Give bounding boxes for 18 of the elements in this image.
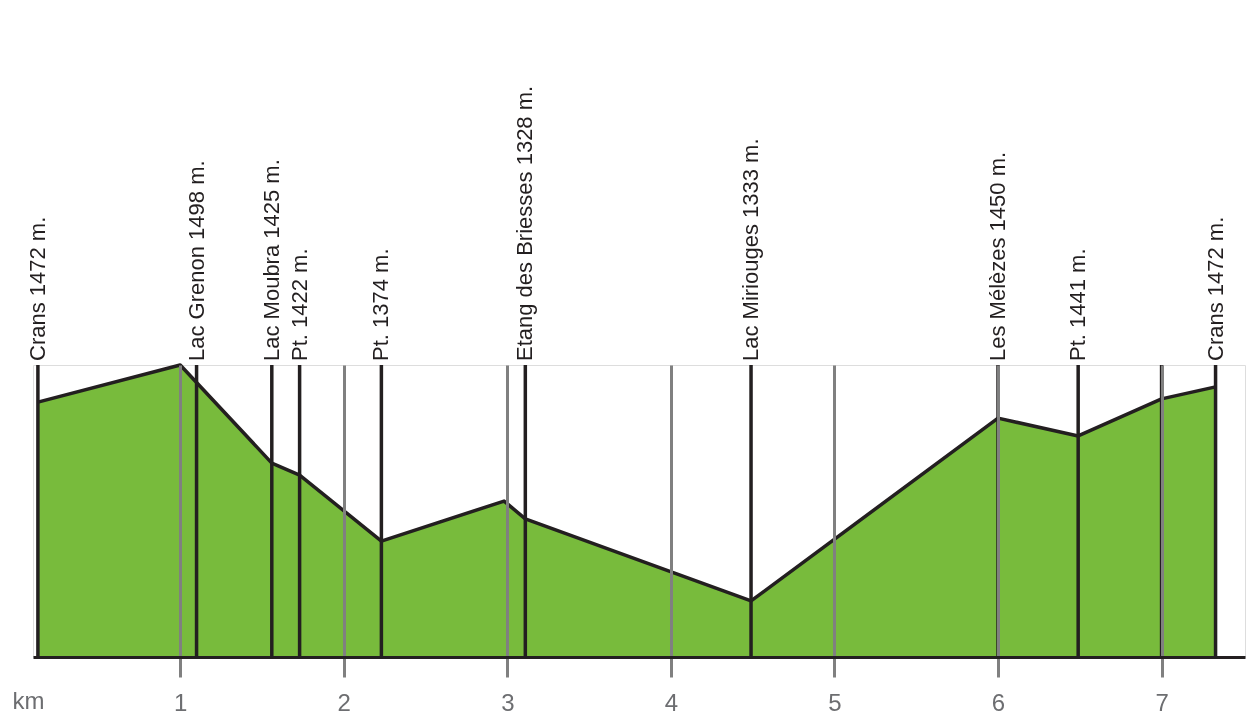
ref-line-label: Lac Miriouges 1333 m. [738,138,764,361]
x-tick-label: 4 [664,688,679,716]
ref-line-label: Pt. 1422 m. [286,248,312,361]
x-tick-label: 2 [337,688,351,716]
ref-line-label: Pt. 1374 m. [368,248,394,361]
ref-line-label: Crans 1472 m. [1202,216,1228,361]
ref-line-label: Lac Moubra 1425 m. [258,159,284,361]
ref-line-label: Etang des Briesses 1328 m. [512,85,538,361]
ref-line-label: Lac Grenon 1498 m. [183,160,209,361]
x-tick-label: 5 [828,688,842,716]
x-axis-title: km [12,686,45,714]
x-tick-label: 3 [501,688,515,716]
ref-line-label: Pt. 1441 m. [1065,248,1091,361]
x-tick-label: 7 [1155,688,1169,716]
x-tick-label: 6 [991,688,1006,716]
ref-line-label: Crans 1472 m. [24,216,50,361]
ref-line-label: Les Mélèzes 1450 m. [985,151,1011,361]
x-tick-label: 1 [174,688,188,716]
